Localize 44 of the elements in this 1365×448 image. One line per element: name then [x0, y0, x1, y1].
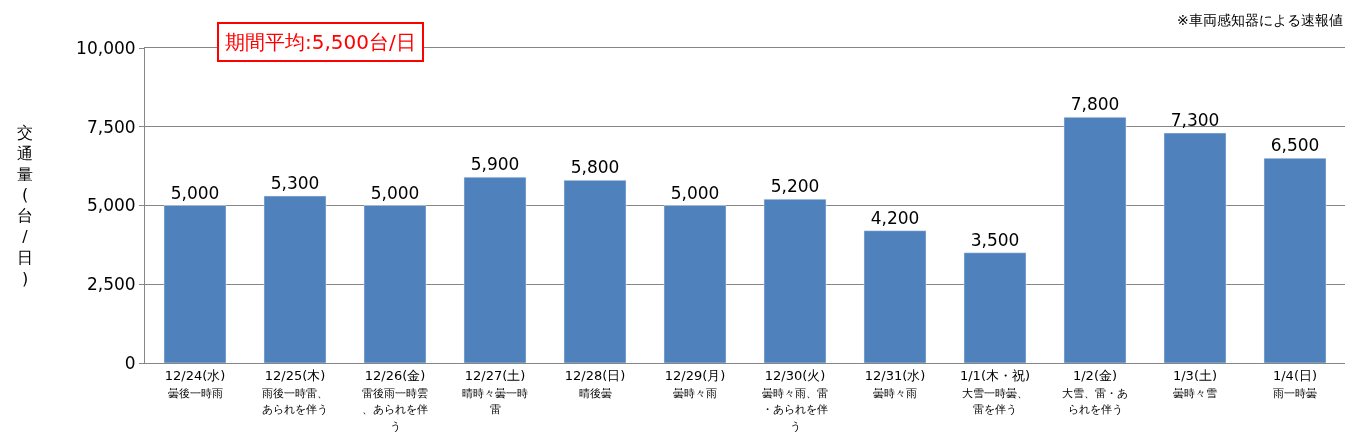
- bar: [1263, 158, 1327, 363]
- bar: [1163, 132, 1227, 363]
- bar: [663, 205, 727, 363]
- x-tick-label: 12/24(水) 曇後一時雨: [164, 367, 226, 400]
- data-label: 5,200: [770, 176, 820, 197]
- bar: [163, 205, 227, 363]
- data-label: 5,000: [370, 182, 420, 203]
- x-tick-label: 12/29(月) 曇時々雨: [664, 367, 726, 400]
- x-tick-label: 12/30(火) 曇時々雨、雷・あられを伴う: [762, 367, 828, 434]
- data-label: 7,800: [1070, 94, 1120, 115]
- y-axis-title: 交通量(台/日): [17, 123, 33, 288]
- x-tick-label: 12/25(木) 雨後一時雷、あられを伴う: [262, 367, 328, 417]
- data-label: 6,500: [1270, 135, 1320, 156]
- x-tick-label: 12/31(水) 曇時々雨: [864, 367, 926, 400]
- bar: [363, 205, 427, 363]
- y-tick-label: 5,000: [86, 195, 136, 216]
- bar: [563, 180, 627, 363]
- x-tick-label: 1/1(木・祝) 大雪一時曇、雷を伴う: [959, 367, 1031, 417]
- data-label: 5,800: [570, 157, 620, 178]
- annotation: 期間平均:5,500台/日: [225, 30, 416, 54]
- data-label: 5,000: [170, 182, 220, 203]
- bar: [463, 176, 527, 363]
- data-label: 5,900: [470, 154, 520, 175]
- y-tick-label: 0: [124, 352, 136, 373]
- y-tick-label: 2,500: [86, 274, 136, 295]
- bar: [263, 195, 327, 363]
- bar: [1063, 117, 1127, 363]
- x-tick-label: 12/28(日) 晴後曇: [564, 367, 626, 400]
- x-tick-label: 12/26(金) 雷後雨一時雲、あられを伴う: [362, 367, 428, 434]
- data-label: 5,300: [270, 173, 320, 194]
- data-label: 5,000: [670, 182, 720, 203]
- x-tick-label: 12/27(土) 晴時々曇一時雷: [462, 367, 528, 417]
- x-tick-label: 1/2(金) 大雪、雷・あられを伴う: [1062, 367, 1128, 417]
- data-label: 4,200: [870, 207, 920, 228]
- x-tick-label: 1/3(土) 曇時々雪: [1172, 367, 1218, 400]
- y-tick-label: 10,000: [76, 37, 136, 58]
- data-label: 3,500: [970, 229, 1020, 250]
- bar: [763, 198, 827, 363]
- x-tick-label: 1/4(日) 雨一時曇: [1272, 367, 1318, 400]
- text: ※車両感知器による速報値: [1177, 12, 1343, 28]
- y-tick-label: 7,500: [86, 116, 136, 137]
- bar: [863, 230, 927, 363]
- data-label: 7,300: [1170, 110, 1220, 131]
- bar: [963, 252, 1027, 363]
